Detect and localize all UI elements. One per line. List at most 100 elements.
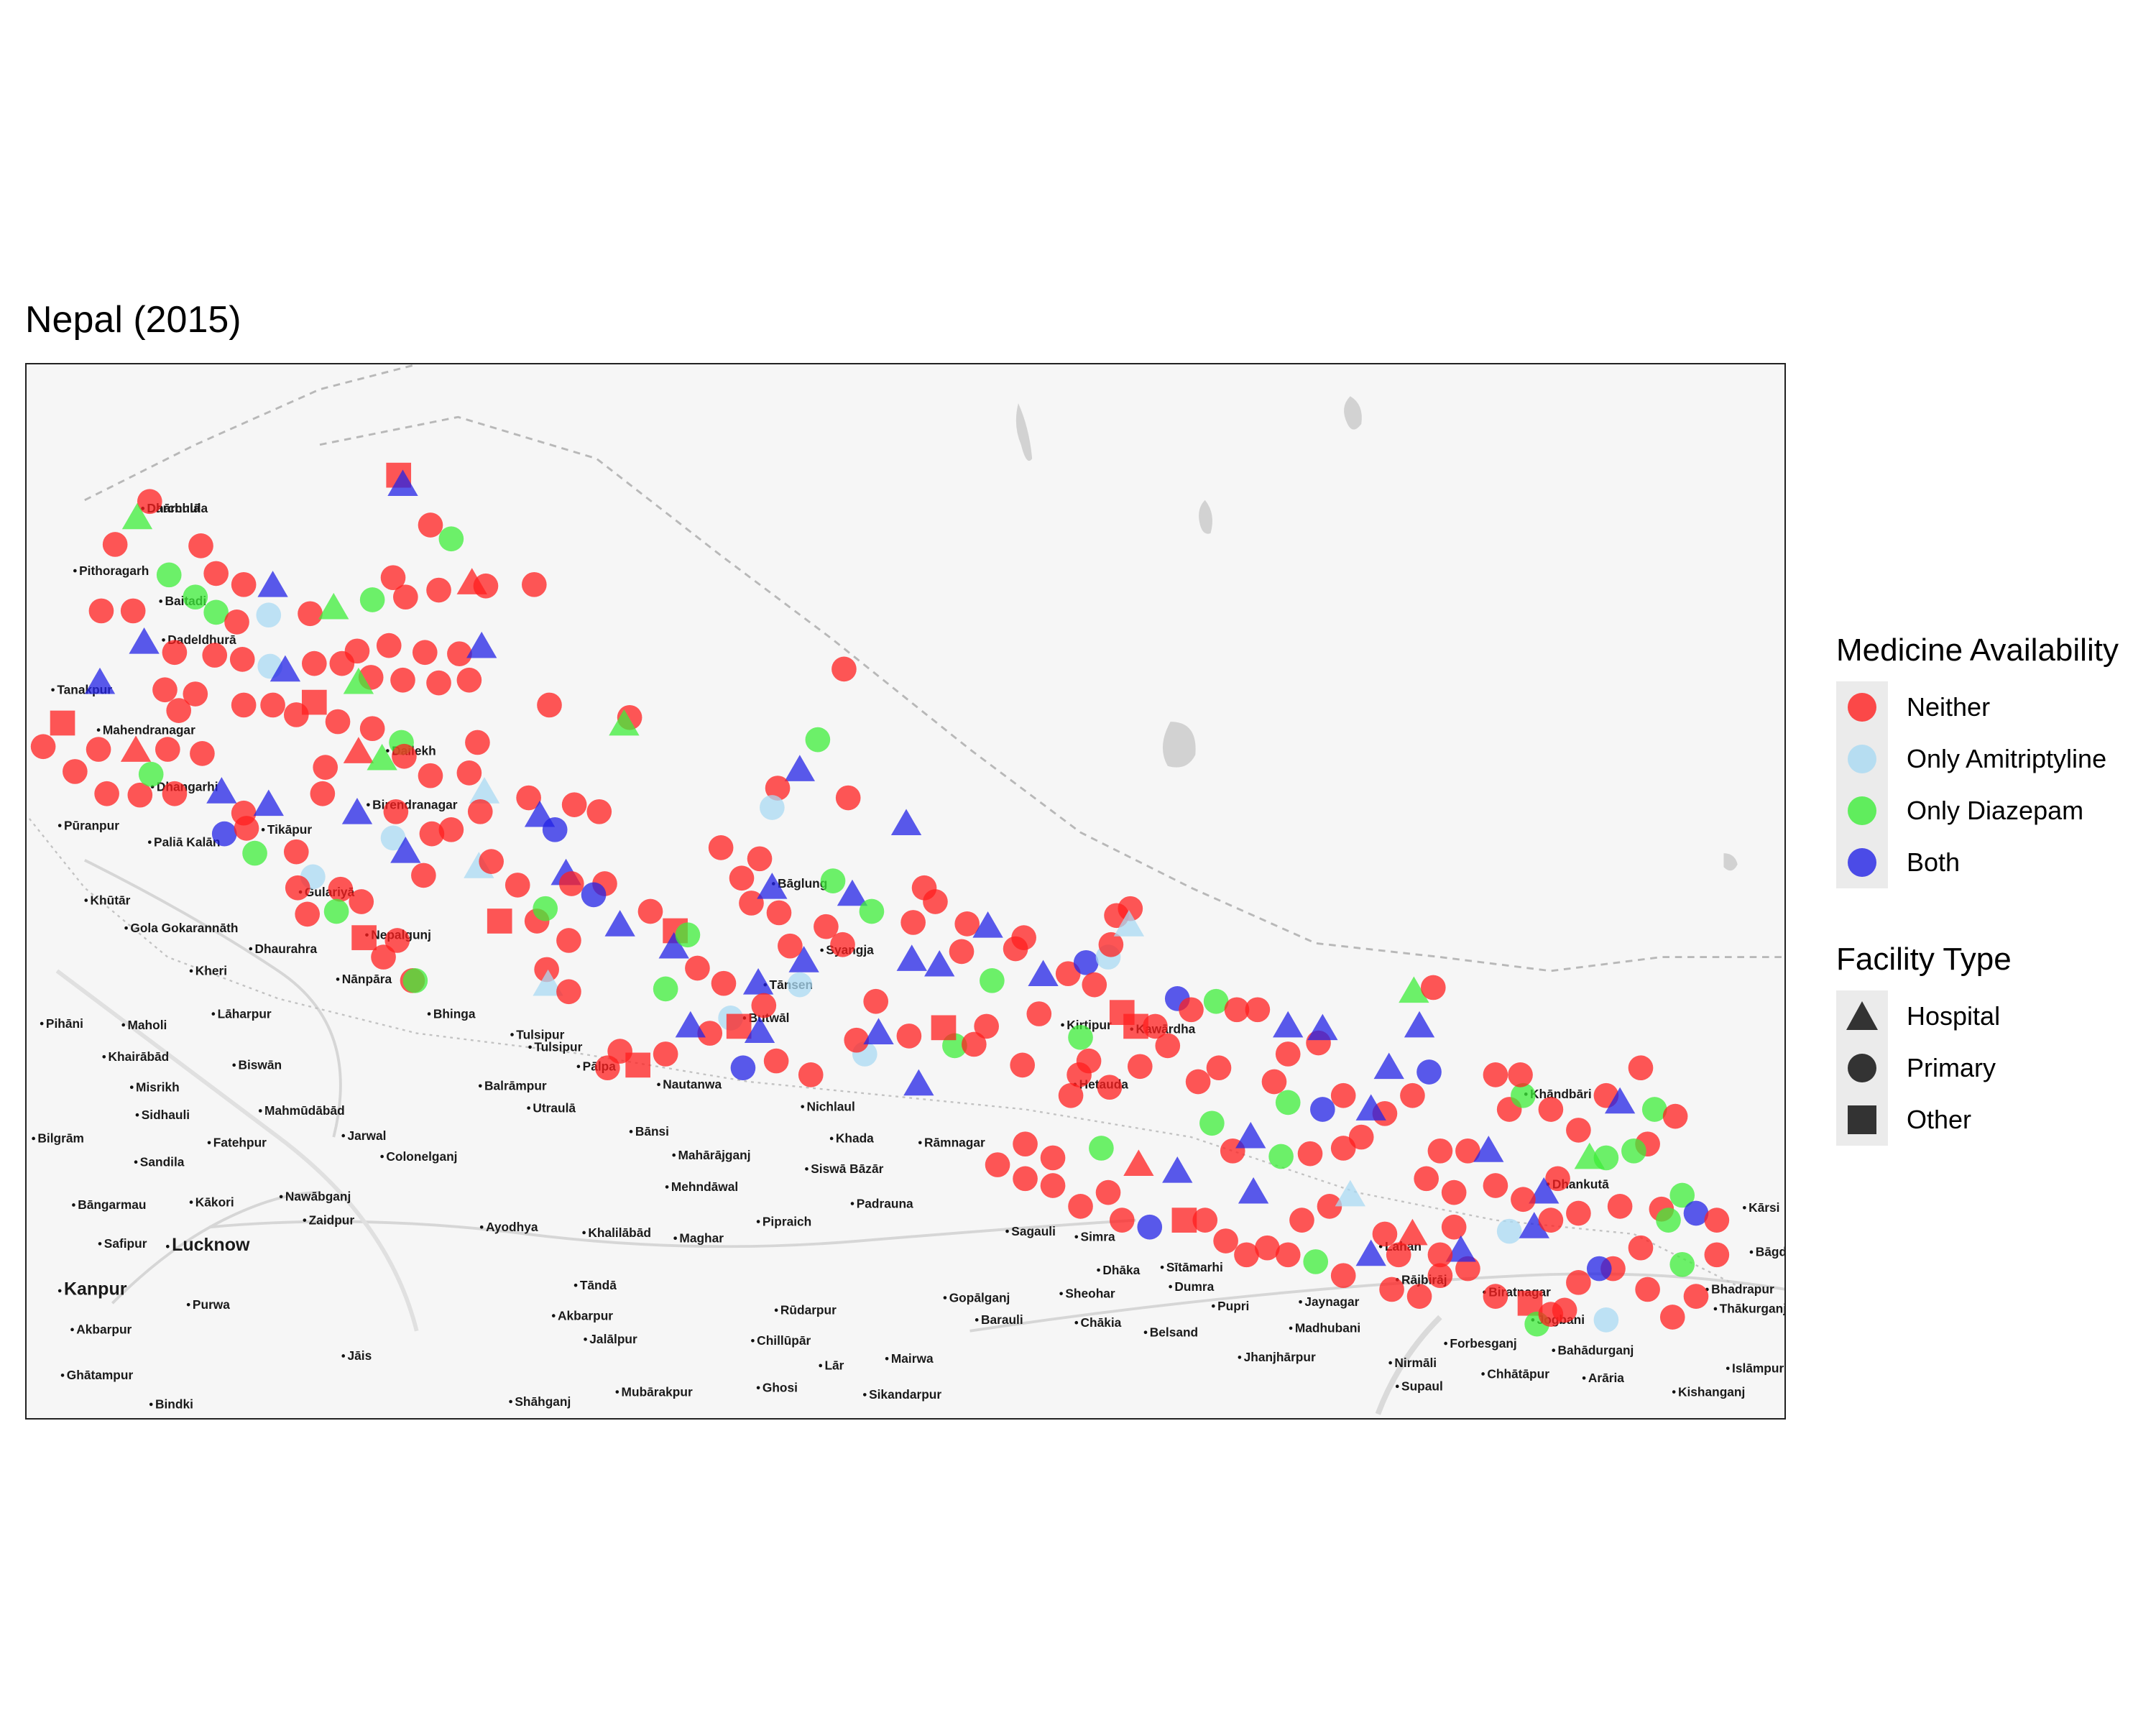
- primary-facility-marker: [675, 922, 701, 948]
- hospital-facility-marker: [658, 932, 689, 959]
- place-label: Khada: [829, 1131, 874, 1146]
- place-label: Khalilābād: [582, 1225, 651, 1240]
- place-label-text: Tulsipur: [534, 1040, 582, 1054]
- other-facility-marker: [931, 1015, 957, 1041]
- primary-facility-marker: [1508, 1062, 1533, 1087]
- hospital-facility-marker: [84, 667, 116, 694]
- place-label: Bāngarmau: [72, 1197, 147, 1212]
- primary-facility-marker: [392, 743, 417, 769]
- primary-facility-marker: [739, 891, 764, 916]
- legend-label: Other: [1907, 1105, 1972, 1134]
- place-label: Ghātampur: [60, 1368, 133, 1382]
- primary-facility-marker: [1203, 988, 1229, 1014]
- circle-marker-icon: [1848, 745, 1876, 773]
- hospital-facility-marker: [896, 944, 927, 971]
- place-label: Bilgrām: [32, 1131, 84, 1146]
- place-dot: [573, 1283, 578, 1287]
- place-label: Barauli: [975, 1312, 1023, 1327]
- place-label-text: Jāis: [348, 1348, 372, 1363]
- place-dot: [1160, 1265, 1164, 1269]
- place-label: Nichlaul: [801, 1099, 855, 1113]
- hospital-facility-marker: [1238, 1177, 1269, 1204]
- primary-facility-marker: [1082, 972, 1107, 998]
- place-dot: [1444, 1341, 1447, 1346]
- primary-facility-marker: [384, 928, 410, 953]
- place-dot: [850, 1202, 854, 1205]
- hospital-facility-marker: [744, 1016, 775, 1044]
- primary-facility-marker: [1511, 1082, 1536, 1108]
- place-dot: [862, 1393, 867, 1397]
- place-dot: [124, 926, 128, 930]
- place-label-text: Sītāmarhi: [1166, 1260, 1223, 1274]
- place-label-text: Paliā Kalān: [154, 834, 220, 849]
- place-label-text: Sandila: [140, 1154, 185, 1169]
- place-dot: [149, 1402, 153, 1407]
- place-dot: [1238, 1356, 1242, 1359]
- place-dot: [819, 1363, 823, 1368]
- hospital-facility-marker: [257, 571, 288, 597]
- primary-facility-marker: [831, 656, 857, 682]
- map-title: Nepal (2015): [25, 299, 241, 341]
- primary-facility-marker: [166, 698, 192, 723]
- place-label-text: Tāndā: [580, 1278, 617, 1292]
- place-label-text: Thākurganj: [1720, 1302, 1786, 1316]
- place-dot: [232, 1063, 236, 1067]
- place-dot: [479, 1225, 484, 1229]
- other-facility-marker: [50, 710, 75, 736]
- place-label-text: Siswā Bāzār: [811, 1162, 883, 1176]
- primary-facility-marker: [1379, 1276, 1404, 1302]
- availability-legend-item: Both: [1836, 837, 2119, 888]
- legend-key: [1836, 1042, 1888, 1094]
- primary-facility-marker: [438, 817, 464, 842]
- hospital-facility-marker: [120, 735, 152, 762]
- primary-facility-marker: [1400, 1082, 1425, 1108]
- other-facility-marker: [487, 908, 512, 934]
- primary-facility-marker: [653, 1041, 678, 1067]
- primary-facility-marker: [1659, 1305, 1685, 1330]
- place-label-text: Nirmāli: [1394, 1356, 1437, 1370]
- primary-facility-marker: [1330, 1136, 1356, 1161]
- primary-facility-marker: [1420, 975, 1446, 1000]
- primary-facility-marker: [820, 868, 846, 893]
- place-label-text: Maghar: [679, 1230, 724, 1245]
- place-label: Kheri: [189, 964, 227, 978]
- primary-facility-marker: [467, 799, 493, 824]
- place-label: Nawābganj: [279, 1190, 351, 1204]
- place-label: Bānsi: [629, 1124, 669, 1138]
- primary-facility-marker: [393, 584, 418, 610]
- place-label-text: Dadeldhurā: [167, 632, 236, 647]
- place-dot: [261, 828, 265, 832]
- primary-facility-marker: [1635, 1276, 1660, 1302]
- place-dot: [427, 1012, 431, 1016]
- primary-facility-marker: [1055, 961, 1081, 987]
- hospital-facility-marker: [604, 910, 635, 937]
- place-label-text: Kākori: [195, 1195, 234, 1209]
- place-label: Tulsipur: [510, 1027, 565, 1041]
- place-dot: [657, 1082, 660, 1087]
- legend-label: Primary: [1907, 1053, 1996, 1082]
- primary-facility-marker: [231, 692, 257, 718]
- place-label-text: Purwa: [193, 1297, 230, 1312]
- place-dot: [1143, 1330, 1148, 1335]
- place-label-text: Mehndāwal: [671, 1179, 738, 1194]
- hospital-facility-marker: [837, 879, 868, 906]
- primary-facility-marker: [1179, 997, 1204, 1023]
- place-label-text: Pithoragarh: [79, 564, 149, 578]
- place-label: Dhāka: [1097, 1263, 1141, 1277]
- hospital-facility-marker: [533, 969, 563, 996]
- place-label: Thākurganj: [1713, 1302, 1786, 1316]
- place-label: Colonelganj: [380, 1149, 457, 1164]
- primary-facility-marker: [830, 932, 855, 957]
- primary-facility-marker: [534, 957, 559, 983]
- primary-facility-marker: [1073, 949, 1099, 975]
- primary-facility-marker: [231, 571, 257, 597]
- facility-legend-title: Facility Type: [1836, 942, 2012, 977]
- primary-facility-marker: [1483, 1284, 1508, 1309]
- hospital-facility-marker: [1604, 1087, 1636, 1114]
- primary-facility-marker: [1213, 1228, 1238, 1254]
- primary-facility-marker: [1076, 1048, 1102, 1074]
- place-label: Bhinga: [427, 1006, 476, 1021]
- primary-facility-marker: [1441, 1214, 1467, 1240]
- road-line: [111, 1191, 321, 1305]
- primary-facility-marker: [760, 795, 785, 820]
